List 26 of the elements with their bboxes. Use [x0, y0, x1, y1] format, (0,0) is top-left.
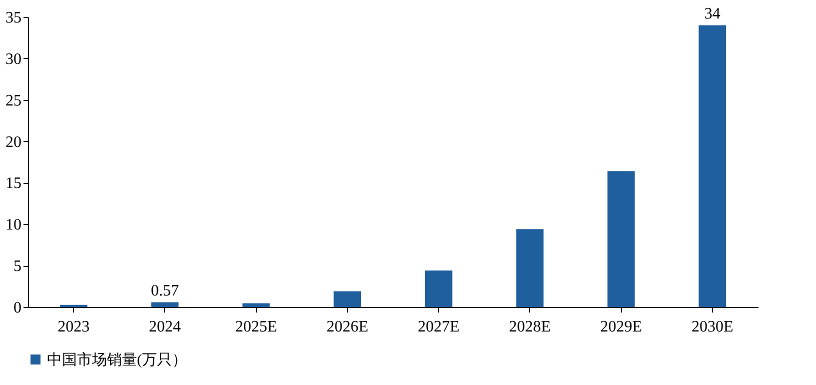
x-tick-label: 2024 — [148, 318, 181, 336]
bar — [242, 303, 270, 307]
y-tick-label: 20 — [6, 134, 22, 151]
bar — [607, 171, 635, 307]
data-label: 34 — [704, 5, 720, 22]
y-tick-label: 15 — [6, 175, 22, 192]
legend-label: 中国市场销量(万只） — [47, 352, 187, 368]
x-tick-label: 2027E — [418, 318, 460, 336]
bar — [151, 302, 179, 307]
data-label: 0.57 — [150, 282, 179, 300]
x-tick-label: 2023 — [58, 318, 90, 336]
bar — [424, 270, 452, 307]
x-tick-label: 2026E — [326, 318, 368, 336]
bar — [516, 229, 544, 307]
y-tick-label: 5 — [14, 258, 22, 276]
x-tick-label: 2028E — [508, 318, 551, 336]
y-tick-label: 25 — [6, 92, 22, 110]
y-tick-label: 10 — [6, 216, 22, 234]
y-tick-label: 30 — [6, 50, 22, 68]
bar — [698, 25, 726, 307]
x-tick-label: 2030E — [691, 318, 734, 336]
x-tick-label: 2029E — [600, 318, 642, 336]
y-tick-label: 35 — [6, 10, 22, 26]
x-tick-label: 2025E — [235, 318, 278, 336]
y-tick-label: 0 — [14, 300, 22, 316]
bar — [334, 291, 362, 307]
